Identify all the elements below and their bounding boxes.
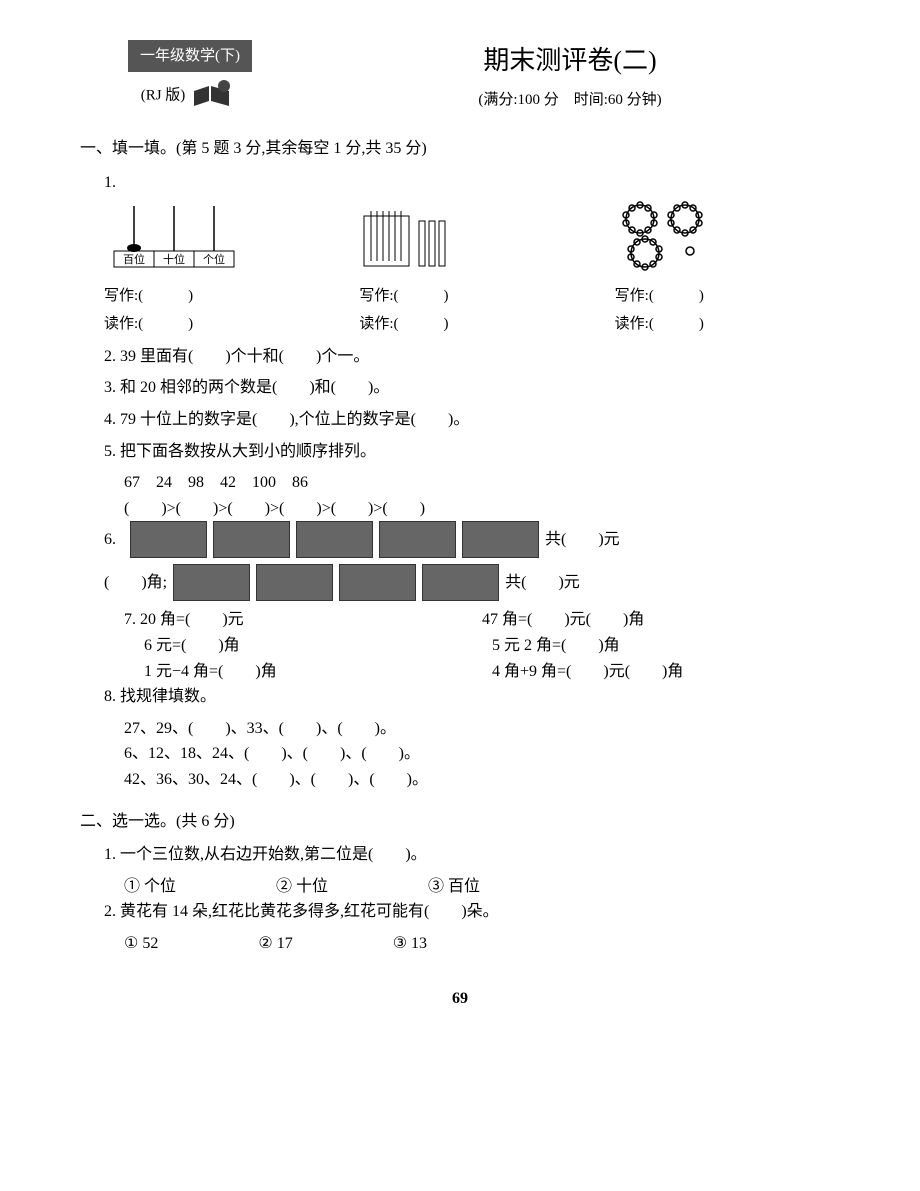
q1-col-circles: 写作:( ) 读作:( ) [615, 201, 840, 336]
q7-r2c1: 6 元=( )角 [124, 633, 492, 659]
q1: 1. [104, 170, 840, 196]
circles-icon [615, 201, 765, 271]
q7-r2c2: 5 元 2 角=( )角 [492, 633, 840, 659]
svg-text:百位: 百位 [123, 252, 145, 266]
money-note-icon [296, 521, 373, 558]
header-left: 一年级数学(下) (RJ 版) [80, 40, 300, 116]
q1-read-2: 读作:( ) [359, 312, 584, 336]
q6-row1: 6. 共( )元 [104, 521, 840, 558]
q7-r3c2: 4 角+9 角=( )元( )角 [492, 659, 840, 685]
q8-text: 8. 找规律填数。 [104, 684, 840, 710]
money-note-icon [213, 521, 290, 558]
q6-row1-end: 共( )元 [545, 527, 620, 553]
section2-title: 二、选一选。(共 6 分) [80, 809, 840, 835]
s2-q2-c1: ① 52 [124, 931, 158, 957]
section1-title: 一、填一填。(第 5 题 3 分,其余每空 1 分,共 35 分) [80, 136, 840, 162]
q8-line1: 27、29、( )、33、( )、( )。 [124, 716, 840, 742]
q6-num: 6. [104, 527, 124, 553]
q8-line2: 6、12、18、24、( )、( )、( )。 [124, 741, 840, 767]
money-note-icon [173, 564, 250, 601]
q4: 4. 79 十位上的数字是( ),个位上的数字是( )。 [104, 407, 840, 433]
version-label: (RJ 版) [141, 88, 186, 104]
money-note-icon [339, 564, 416, 601]
q7-r2: 6 元=( )角 5 元 2 角=( )角 [124, 633, 840, 659]
q1-col-abacus: 百位 十位 个位 写作:( ) 读作:( ) [104, 201, 329, 336]
q6-row2: ( )角; 共( )元 [104, 564, 840, 601]
s2-q1-c3: ③ 百位 [428, 874, 480, 900]
q1-read-3: 读作:( ) [615, 312, 840, 336]
q5-numbers: 67 24 98 42 100 86 [124, 470, 840, 496]
q1-col-sticks: 写作:( ) 读作:( ) [359, 201, 584, 336]
q1-images-row: 百位 十位 个位 写作:( ) 读作:( ) 写作:( ) 读作:( ) [104, 201, 840, 336]
s2-q1: 1. 一个三位数,从右边开始数,第二位是( )。 [104, 842, 840, 868]
s2-q1-choices: ① 个位 ② 十位 ③ 百位 [124, 874, 840, 900]
q1-num: 1. [104, 170, 124, 196]
svg-text:十位: 十位 [163, 252, 185, 266]
money-note-icon [422, 564, 499, 601]
q5-text: 5. 把下面各数按从大到小的顺序排列。 [104, 439, 840, 465]
q3: 3. 和 20 相邻的两个数是( )和( )。 [104, 375, 840, 401]
q7-r1c1: 20 角=( )元 [140, 611, 244, 628]
q6-row2-start: ( )角; [104, 570, 167, 596]
q1-write-3: 写作:( ) [615, 284, 840, 308]
money-note-icon [256, 564, 333, 601]
svg-text:个位: 个位 [203, 252, 225, 266]
q8-line3: 42、36、30、24、( )、( )、( )。 [124, 767, 840, 793]
page-subtitle: (满分:100 分 时间:60 分钟) [300, 88, 840, 112]
q1-write-1: 写作:( ) [104, 284, 329, 308]
money-note-icon [379, 521, 456, 558]
header-right: 期末测评卷(二) (满分:100 分 时间:60 分钟) [300, 40, 840, 112]
s2-q2-choices: ① 52 ② 17 ③ 13 [124, 931, 840, 957]
q5-blanks: ( )>( )>( )>( )>( )>( ) [124, 496, 840, 522]
q7-r3: 1 元−4 角=( )角 4 角+9 角=( )元( )角 [124, 659, 840, 685]
q7-r1: 7. 20 角=( )元 47 角=( )元( )角 [124, 607, 840, 633]
s2-q2-c2: ② 17 [258, 931, 292, 957]
s2-q2: 2. 黄花有 14 朵,红花比黄花多得多,红花可能有( )朵。 [104, 899, 840, 925]
s2-q2-c3: ③ 13 [393, 931, 427, 957]
q6-row2-end: 共( )元 [505, 570, 580, 596]
page-title: 期末测评卷(二) [300, 40, 840, 82]
q1-read-1: 读作:( ) [104, 312, 329, 336]
header: 一年级数学(下) (RJ 版) 期末测评卷(二) (满分:100 分 时间:60… [80, 40, 840, 116]
s2-q1-c2: ② 十位 [276, 874, 328, 900]
q7-num: 7. [124, 611, 136, 628]
q7-r3c1: 1 元−4 角=( )角 [124, 659, 492, 685]
sticks-icon [359, 201, 479, 271]
version-row: (RJ 版) [80, 76, 300, 116]
q7-r1c2: 47 角=( )元( )角 [482, 607, 840, 633]
s2-q1-c1: ① 个位 [124, 874, 176, 900]
q2: 2. 39 里面有( )个十和( )个一。 [104, 344, 840, 370]
money-note-icon [462, 521, 539, 558]
page-number: 69 [80, 986, 840, 1012]
q1-write-2: 写作:( ) [359, 284, 584, 308]
grade-badge: 一年级数学(下) [128, 40, 252, 72]
money-note-icon [130, 521, 207, 558]
book-icon [189, 76, 239, 116]
abacus-icon: 百位 十位 个位 [104, 201, 244, 271]
